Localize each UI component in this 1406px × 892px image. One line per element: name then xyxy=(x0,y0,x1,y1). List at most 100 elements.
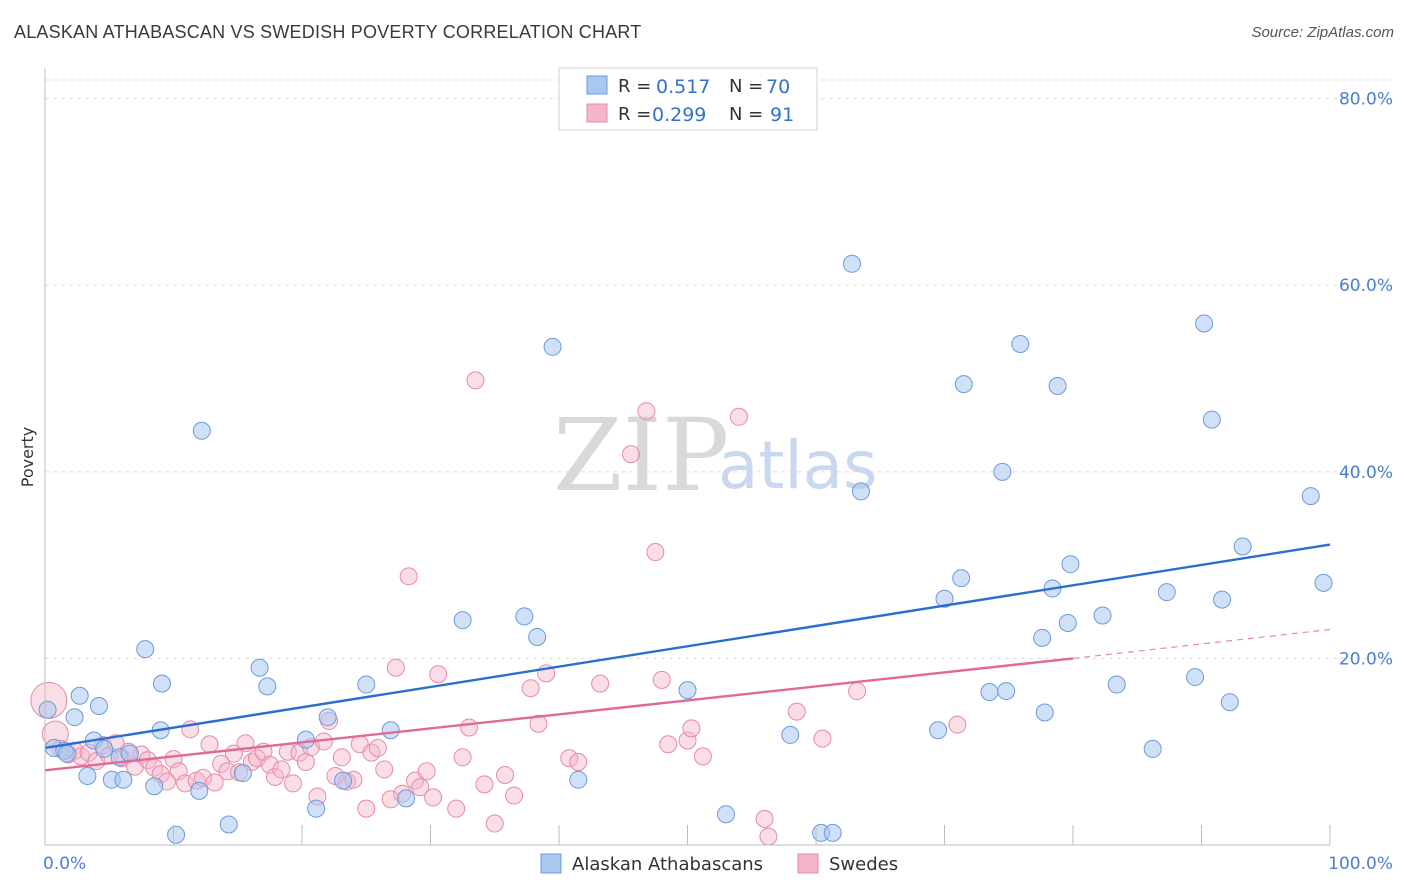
athabascan-point-48 xyxy=(980,683,999,701)
athabascan-point-29 xyxy=(357,675,376,694)
legend-n-value-1: 70 xyxy=(766,76,790,98)
athabascan-point-32 xyxy=(453,611,472,630)
athabascan-point-23 xyxy=(250,658,269,677)
athabascan-point-20 xyxy=(192,421,211,440)
athabascan-point-19 xyxy=(190,781,209,800)
swedes-points xyxy=(30,371,967,846)
athabascan-point-36 xyxy=(569,770,588,789)
swedes-point-35 xyxy=(260,755,279,774)
swedes-point-91 xyxy=(848,682,867,701)
swedes-point-56 xyxy=(386,658,405,677)
chart-title: ALASKAN ATHABASCAN VS SWEDISH POVERTY CO… xyxy=(14,22,642,42)
athabascan-point-41 xyxy=(823,823,842,842)
swedes-point-52 xyxy=(362,743,381,762)
swedes-point-83 xyxy=(678,731,697,750)
swedes-point-61 xyxy=(417,762,436,781)
athabascan-point-51 xyxy=(1011,335,1030,354)
athabascan-point-37 xyxy=(678,681,697,700)
trend-lines xyxy=(44,543,1331,772)
swedes-point-64 xyxy=(447,799,466,818)
athabascan-point-15 xyxy=(145,777,164,796)
athabascan-point-64 xyxy=(1202,410,1221,429)
swedes-point-81 xyxy=(652,670,671,689)
swedes-point-80 xyxy=(646,543,665,562)
athabascan-point-65 xyxy=(1213,590,1232,609)
athabascan-point-25 xyxy=(296,730,315,749)
athabascan-point-17 xyxy=(152,674,171,693)
athabascan-point-14 xyxy=(136,640,155,659)
athabascan-point-18 xyxy=(167,825,186,844)
swedes-point-25 xyxy=(200,735,219,754)
legend-r-value-2: 0.299 xyxy=(652,104,706,126)
athabascan-point-8 xyxy=(89,696,108,715)
swedes-trend-extension xyxy=(1072,628,1331,660)
swedes-point-86 xyxy=(729,407,748,426)
swedes-point-88 xyxy=(759,827,778,846)
swedes-point-92 xyxy=(948,715,967,734)
swedes-point-82 xyxy=(659,735,678,754)
source-label: Source: ZipAtlas.com xyxy=(1251,24,1394,41)
swedes-point-65 xyxy=(453,748,472,767)
grid-lines xyxy=(45,79,1392,659)
y-axis-label: Poverty xyxy=(18,427,37,488)
swedes-point-41 xyxy=(296,752,315,771)
legend-bottom-swatch-blue xyxy=(540,853,562,874)
athabascan-point-31 xyxy=(397,789,416,808)
swedes-point-63 xyxy=(429,665,448,684)
athabascan-point-12 xyxy=(114,770,133,789)
athabascan-point-6 xyxy=(78,766,97,785)
athabascan-point-44 xyxy=(929,721,948,740)
athabascan-points xyxy=(38,254,1333,844)
swedes-point-70 xyxy=(496,766,515,785)
athabascan-point-4 xyxy=(65,708,84,727)
athabascan-point-63 xyxy=(1195,314,1214,333)
swedes-point-84 xyxy=(682,719,701,738)
athabascan-point-5 xyxy=(70,686,89,705)
athabascan-point-47 xyxy=(954,375,973,394)
athabascan-point-3 xyxy=(57,744,76,763)
athabascan-point-0 xyxy=(38,700,57,719)
athabascan-point-9 xyxy=(95,739,114,758)
swedes-point-26 xyxy=(205,773,224,792)
swedes-point-75 xyxy=(560,749,579,768)
athabascan-point-58 xyxy=(1093,606,1112,625)
athabascan-point-22 xyxy=(233,764,252,783)
swedes-point-62 xyxy=(424,788,443,807)
swedes-point-27 xyxy=(212,754,231,773)
swedes-point-47 xyxy=(332,748,351,767)
swedes-point-66 xyxy=(460,718,479,737)
legend-r-label-1: R = xyxy=(618,76,651,97)
athabascan-point-67 xyxy=(1233,537,1252,556)
athabascan-point-56 xyxy=(1058,613,1077,632)
athabascan-point-35 xyxy=(543,337,562,356)
y-tick-label-0: 20.0% xyxy=(1339,649,1393,669)
swedes-trend-line xyxy=(44,657,1074,772)
athabascan-point-38 xyxy=(717,805,736,824)
swedes-point-77 xyxy=(591,674,610,693)
athabascan-point-49 xyxy=(993,462,1012,481)
legend-swatch-blue xyxy=(586,75,608,95)
athabascan-point-30 xyxy=(381,721,400,740)
swedes-point-90 xyxy=(813,729,832,748)
athabascan-point-43 xyxy=(851,482,870,501)
swedes-point-68 xyxy=(475,775,494,794)
swedes-point-36 xyxy=(266,767,285,786)
athabascan-point-45 xyxy=(935,589,954,608)
athabascan-point-33 xyxy=(515,607,534,626)
legend-bottom-label-athabascans: Alaskan Athabascans xyxy=(572,854,763,875)
legend-n-label-2: N = xyxy=(729,104,763,125)
watermark-zip: ZIP xyxy=(553,397,729,514)
watermark-atlas: atlas xyxy=(718,427,878,504)
athabascan-point-55 xyxy=(1048,377,1067,395)
swedes-point-69 xyxy=(485,814,504,833)
swedes-point-21 xyxy=(176,774,195,793)
athabascan-trend-line xyxy=(44,543,1331,750)
athabascan-point-46 xyxy=(952,569,971,588)
legend-n-label-1: N = xyxy=(729,76,763,97)
athabascan-point-21 xyxy=(219,815,238,834)
athabascan-point-26 xyxy=(307,799,326,818)
y-tick-label-2: 60.0% xyxy=(1339,276,1393,296)
athabascan-point-60 xyxy=(1143,739,1162,758)
swedes-point-72 xyxy=(521,679,540,698)
